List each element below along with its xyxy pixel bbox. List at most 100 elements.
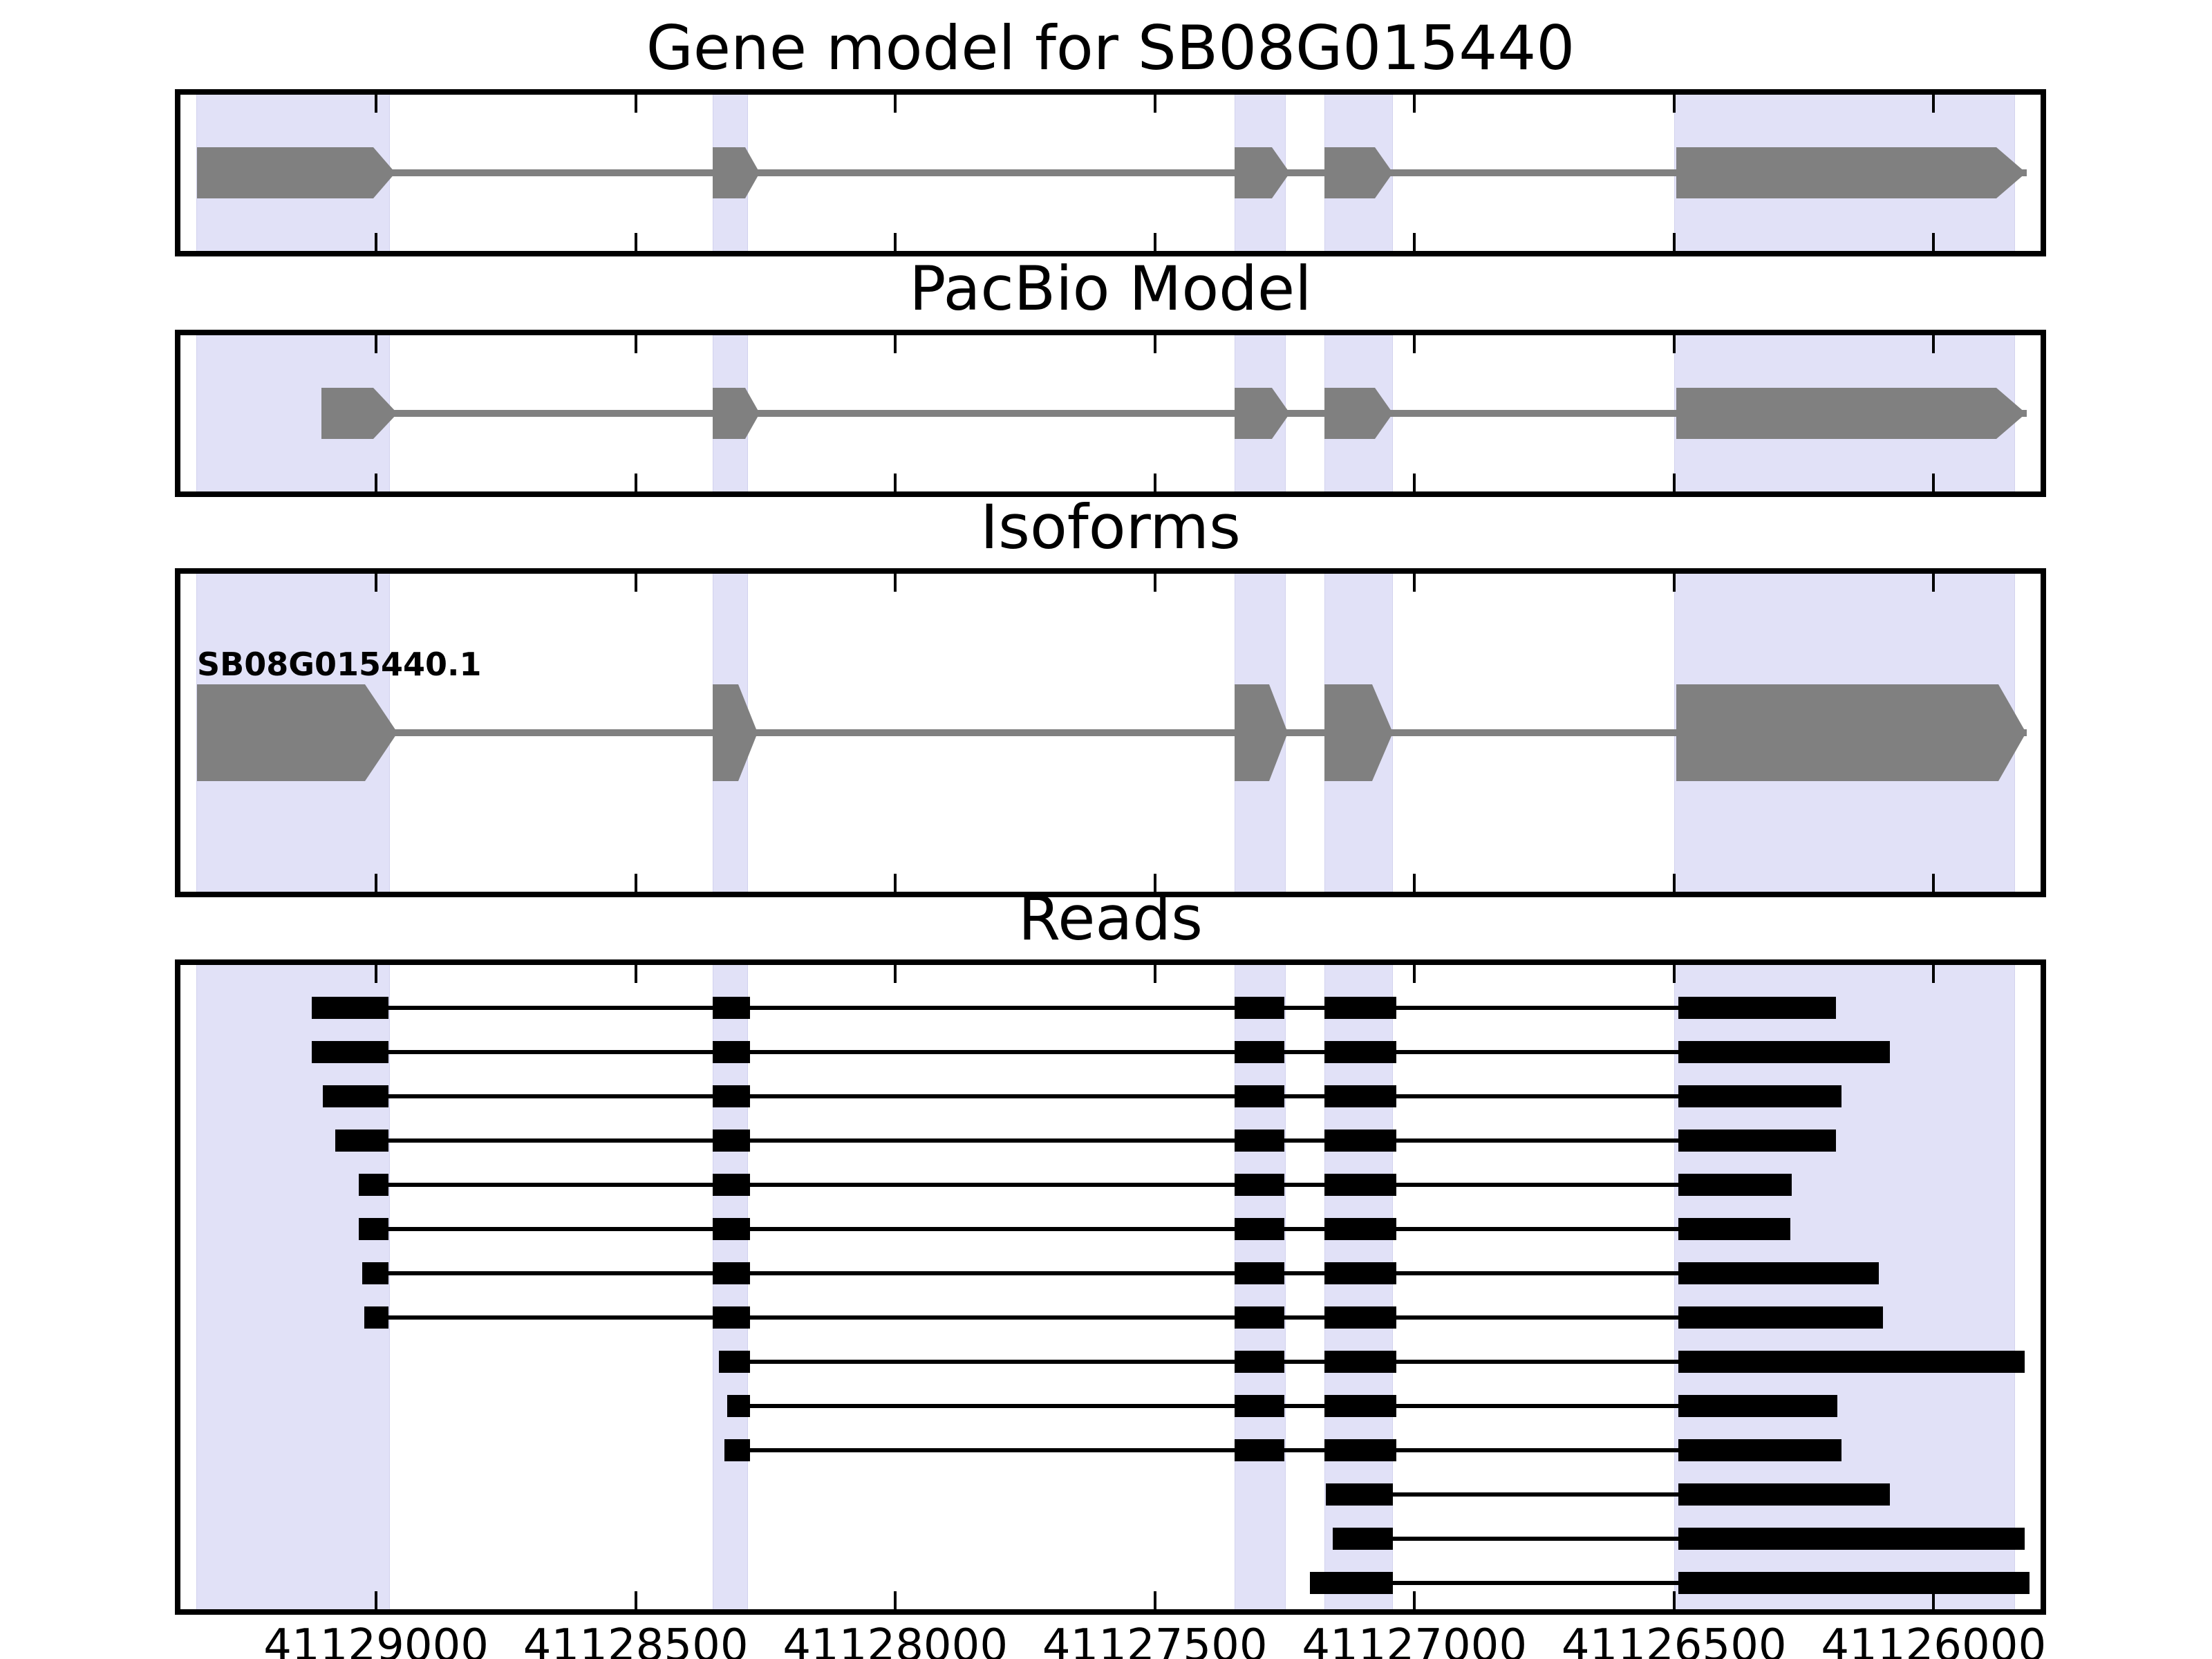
read-block: [1324, 1306, 1396, 1329]
axis-tick: [1413, 574, 1416, 592]
exon-arrow-tip: [745, 388, 760, 439]
axis-tick: [634, 874, 637, 892]
axis-tick: [894, 874, 897, 892]
read-block: [1324, 1041, 1396, 1063]
read-block: [362, 1262, 389, 1284]
exon-arrow-tip: [373, 388, 397, 439]
read-line: [322, 1094, 1842, 1098]
axis-tick: [1153, 233, 1156, 251]
axis-tick: [894, 233, 897, 251]
axis-tick: [1413, 233, 1416, 251]
axis-tick-label: 41126500: [1561, 1620, 1787, 1659]
axis-tick: [1413, 874, 1416, 892]
axis-tick: [634, 233, 637, 251]
axis-tick: [1153, 574, 1156, 592]
read-line: [362, 1271, 1880, 1275]
read-block: [1324, 1174, 1396, 1196]
axis-tick: [1932, 965, 1936, 983]
read-block: [358, 1174, 389, 1196]
read-block: [358, 1218, 389, 1240]
read-block: [312, 1041, 389, 1063]
axis-tick: [1672, 474, 1676, 491]
exon-highlight-band: [712, 965, 748, 1609]
read-block: [312, 997, 389, 1019]
exon-block: [712, 388, 746, 439]
exon-arrow-tip: [364, 684, 397, 781]
intron-line: [321, 410, 2027, 417]
panel-title-pacbio-model: PacBio Model: [909, 253, 1312, 324]
read-line: [312, 1006, 1837, 1010]
read-block: [1234, 997, 1284, 1019]
read-block: [1324, 1130, 1396, 1152]
read-block: [712, 1262, 750, 1284]
read-block: [1234, 1174, 1284, 1196]
read-block: [1234, 1439, 1284, 1461]
axis-tick: [375, 1591, 378, 1609]
axis-tick: [1672, 574, 1676, 592]
exon-arrow-tip: [745, 147, 760, 198]
panel-pacbio-model: [175, 330, 2046, 497]
exon-block: [1676, 684, 1999, 781]
read-block: [712, 997, 750, 1019]
axis-tick: [894, 1591, 897, 1609]
axis-tick-label: 41129000: [263, 1620, 489, 1659]
axis-tick: [1932, 95, 1936, 113]
axis-tick: [1413, 335, 1416, 353]
read-block: [1234, 1262, 1284, 1284]
exon-block: [1324, 147, 1376, 198]
axis-tick: [1153, 874, 1156, 892]
read-block: [1678, 1174, 1792, 1196]
exon-arrow-tip: [1996, 147, 2027, 198]
panel-gene-model: [175, 89, 2046, 256]
exon-block: [712, 147, 746, 198]
axis-tick: [1413, 1591, 1416, 1609]
exon-arrow-tip: [738, 684, 758, 781]
read-block: [724, 1439, 750, 1461]
axis-tick: [634, 474, 637, 491]
read-block: [1678, 1218, 1790, 1240]
exon-block: [1234, 147, 1272, 198]
axis-tick: [1932, 874, 1936, 892]
axis-tick: [1672, 335, 1676, 353]
read-block: [712, 1130, 750, 1152]
read-line: [358, 1227, 1790, 1231]
axis-tick: [1153, 1591, 1156, 1609]
read-block: [1234, 1306, 1284, 1329]
read-block: [1678, 1041, 1891, 1063]
axis-tick: [1153, 965, 1156, 983]
axis-tick: [375, 233, 378, 251]
axis-tick-label: 41127000: [1302, 1620, 1528, 1659]
exon-block: [1676, 388, 1997, 439]
read-block: [1234, 1395, 1284, 1417]
read-block: [1234, 1130, 1284, 1152]
read-block: [1324, 997, 1396, 1019]
exon-block: [197, 147, 373, 198]
axis-tick-label: 41128000: [782, 1620, 1009, 1659]
panel-reads: [175, 959, 2046, 1615]
read-block: [1324, 1351, 1396, 1373]
read-block: [1678, 1262, 1880, 1284]
axis-tick: [1932, 574, 1936, 592]
read-block: [1234, 1085, 1284, 1107]
exon-arrow-tip: [1271, 147, 1290, 198]
axis-tick-label: 41126000: [1821, 1620, 2047, 1659]
axis-tick: [375, 574, 378, 592]
panel-title-gene-model: Gene model for SB08G015440: [646, 12, 1575, 84]
axis-tick: [634, 574, 637, 592]
axis-tick: [634, 1591, 637, 1609]
axis-tick: [375, 474, 378, 491]
axis-tick: [1672, 1591, 1676, 1609]
exon-block: [712, 684, 739, 781]
exon-highlight-band: [196, 965, 391, 1609]
read-block: [712, 1041, 750, 1063]
read-block: [1309, 1572, 1393, 1594]
read-block: [1678, 1085, 1842, 1107]
read-block: [1234, 1218, 1284, 1240]
axis-tick: [1932, 335, 1936, 353]
exon-arrow-tip: [1996, 388, 2027, 439]
axis-tick: [1413, 474, 1416, 491]
axis-tick: [375, 95, 378, 113]
axis-tick: [894, 335, 897, 353]
read-block: [1324, 1262, 1396, 1284]
